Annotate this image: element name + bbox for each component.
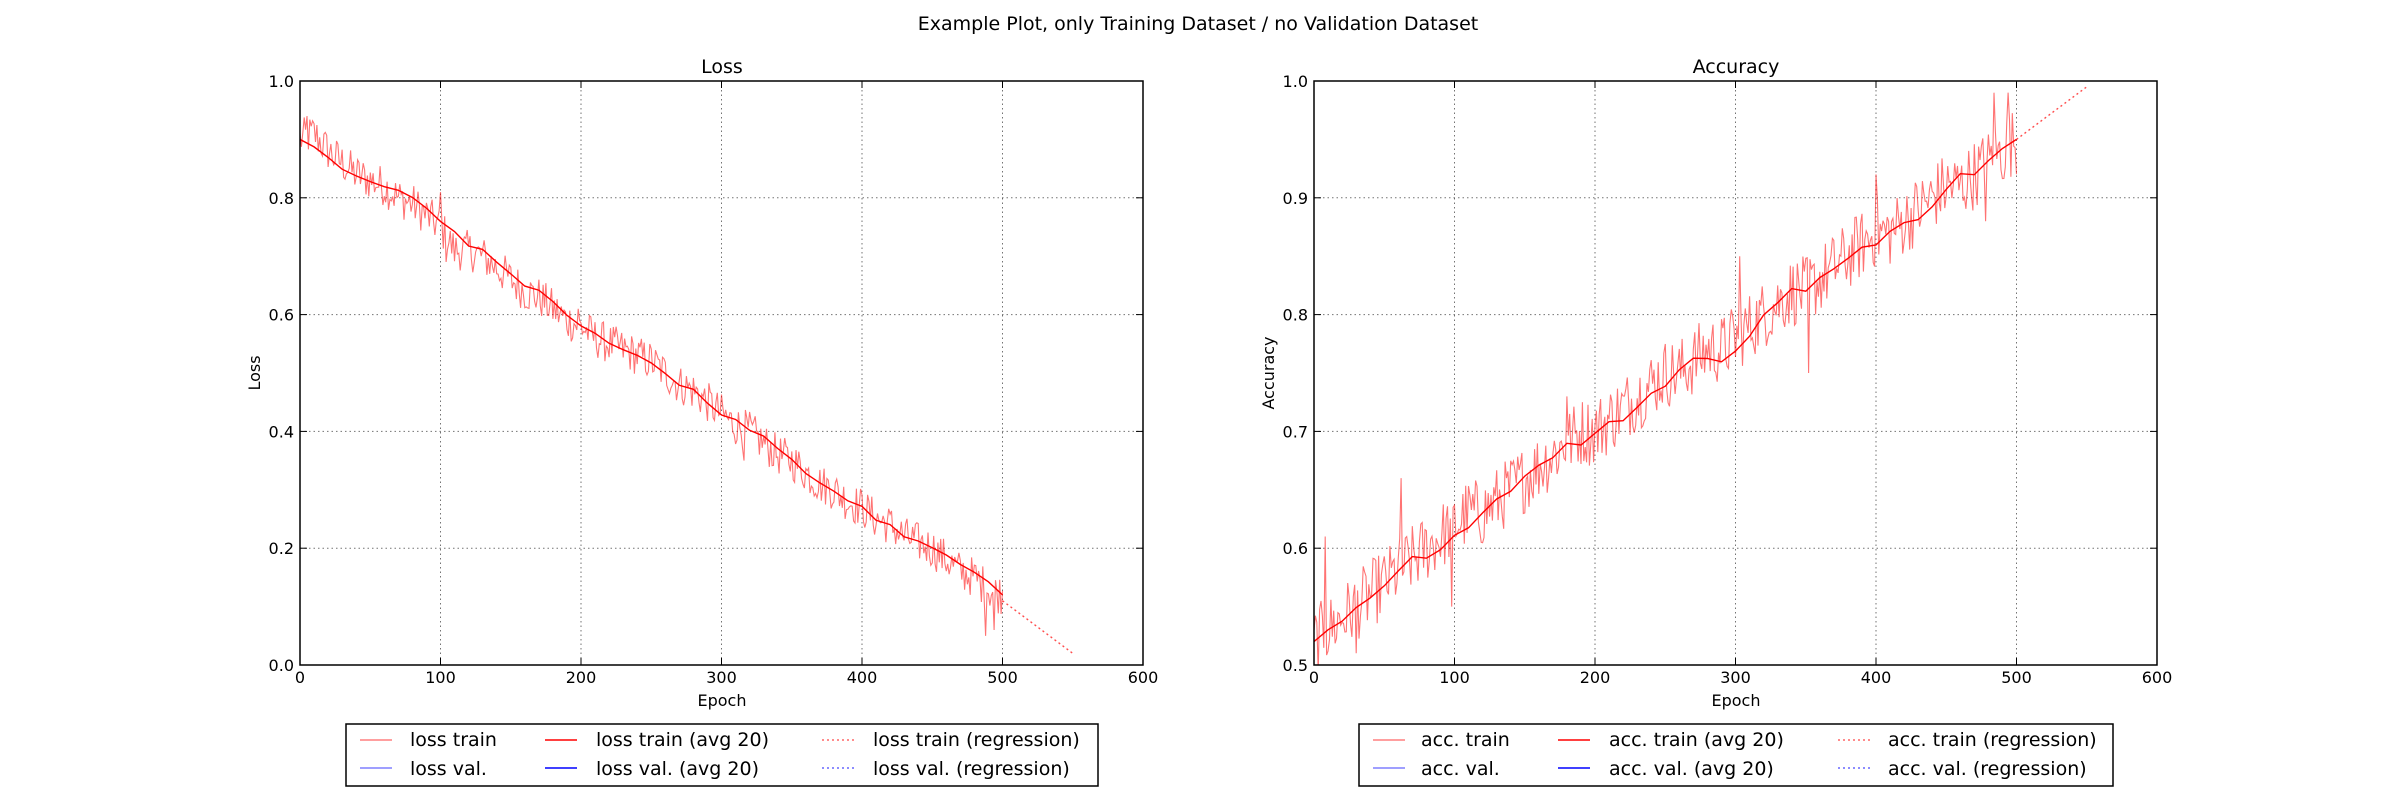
loss-ytick-label: 0.4 bbox=[269, 422, 294, 441]
accuracy-xtick-label: 600 bbox=[2142, 668, 2173, 687]
loss-xlabel: Epoch bbox=[698, 691, 747, 710]
accuracy-ytick-label: 0.7 bbox=[1283, 422, 1308, 441]
loss-ytick-label: 0.0 bbox=[269, 656, 294, 675]
loss-xtick-label: 400 bbox=[847, 668, 878, 687]
loss-ytick-label: 0.6 bbox=[269, 306, 294, 325]
loss-ytick-label: 0.2 bbox=[269, 539, 294, 558]
loss-xtick-label: 0 bbox=[295, 668, 305, 687]
accuracy-xtick-label: 400 bbox=[1861, 668, 1892, 687]
loss-series-train-avg bbox=[300, 138, 1003, 596]
loss-title: Loss bbox=[701, 56, 743, 78]
accuracy-ytick-label: 0.5 bbox=[1283, 656, 1308, 675]
loss-xtick-label: 100 bbox=[425, 668, 456, 687]
accuracy-legend-box bbox=[1358, 723, 2114, 787]
loss-legend: loss train loss val. loss train (avg 20)… bbox=[345, 723, 1099, 787]
accuracy-legend-label-val: acc. val. bbox=[1421, 758, 1500, 780]
accuracy-ytick-label: 0.9 bbox=[1283, 189, 1308, 208]
loss-ytick-label: 1.0 bbox=[269, 72, 294, 91]
accuracy-series-group bbox=[1314, 86, 2088, 665]
accuracy-xtick-label: 300 bbox=[1720, 668, 1751, 687]
accuracy-series-train-avg bbox=[1314, 138, 2017, 643]
accuracy-xtick-label: 500 bbox=[2001, 668, 2032, 687]
accuracy-ytick-label: 1.0 bbox=[1283, 72, 1308, 91]
accuracy-legend-label-val-regression: acc. val. (regression) bbox=[1888, 758, 2087, 780]
loss-legend-label-train-avg: loss train (avg 20) bbox=[596, 729, 769, 751]
accuracy-ytick-label: 0.6 bbox=[1283, 539, 1308, 558]
accuracy-legend: acc. train acc. val. acc. train (avg 20)… bbox=[1358, 723, 2114, 787]
accuracy-legend-label-train-avg: acc. train (avg 20) bbox=[1609, 729, 1784, 751]
loss-axes: Loss Epoch Loss 0 100 200 300 400 500 600 0.0 0.… bbox=[245, 56, 1158, 710]
accuracy-xtick-label: 0 bbox=[1309, 668, 1319, 687]
loss-xtick-label: 300 bbox=[706, 668, 737, 687]
loss-ytick-label: 0.8 bbox=[269, 189, 294, 208]
accuracy-axes: Accuracy Epoch Accuracy 0 100 200 300 400 500… bbox=[1259, 56, 2172, 710]
accuracy-legend-label-val-avg: acc. val. (avg 20) bbox=[1609, 758, 1774, 780]
loss-legend-label-val: loss val. bbox=[410, 758, 487, 780]
accuracy-legend-label-train: acc. train bbox=[1421, 729, 1510, 751]
loss-legend-label-train: loss train bbox=[410, 729, 497, 751]
loss-xtick-label: 500 bbox=[987, 668, 1018, 687]
accuracy-legend-label-train-regression: acc. train (regression) bbox=[1888, 729, 2097, 751]
loss-series-group bbox=[300, 115, 1074, 654]
loss-legend-label-val-regression: loss val. (regression) bbox=[873, 758, 1070, 780]
loss-xtick-label: 200 bbox=[566, 668, 597, 687]
loss-legend-box bbox=[345, 723, 1099, 787]
loss-legend-label-train-regression: loss train (regression) bbox=[873, 729, 1080, 751]
accuracy-ylabel: Accuracy bbox=[1259, 336, 1278, 409]
accuracy-xtick-label: 200 bbox=[1580, 668, 1611, 687]
loss-ylabel: Loss bbox=[245, 355, 264, 390]
figure-suptitle: Example Plot, only Training Dataset / no… bbox=[918, 13, 1478, 35]
accuracy-title: Accuracy bbox=[1693, 56, 1780, 78]
accuracy-ytick-label: 0.8 bbox=[1283, 306, 1308, 325]
loss-xtick-label: 600 bbox=[1128, 668, 1159, 687]
loss-legend-label-val-avg: loss val. (avg 20) bbox=[596, 758, 759, 780]
accuracy-xtick-label: 100 bbox=[1439, 668, 1470, 687]
accuracy-xlabel: Epoch bbox=[1712, 691, 1761, 710]
